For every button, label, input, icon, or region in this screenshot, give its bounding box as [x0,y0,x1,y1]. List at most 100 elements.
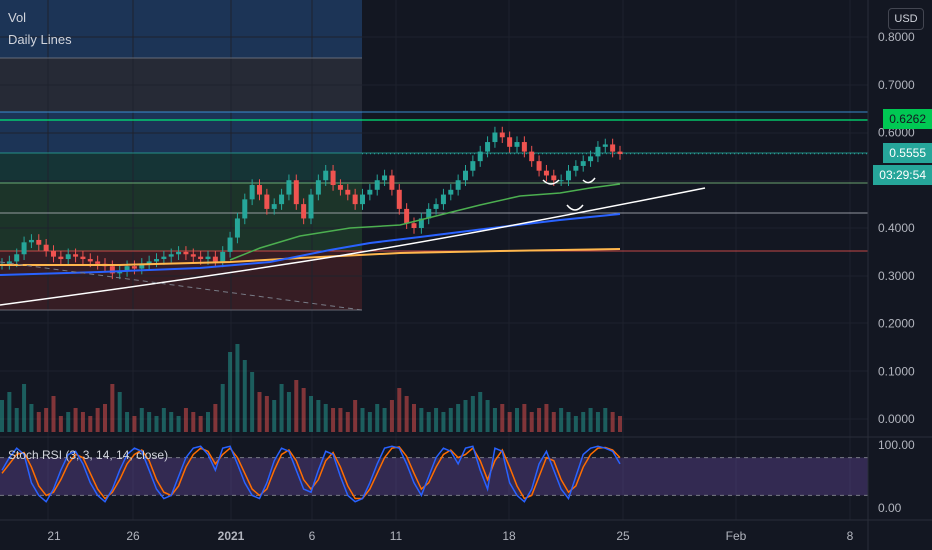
candle-body [65,254,71,260]
candle-body [212,256,218,262]
volume-bar [44,408,49,432]
volume-bar [235,344,240,432]
volume-bar [309,396,313,432]
pattern-mark [566,204,584,211]
candle-body [87,259,93,262]
volume-bar [58,416,63,432]
candle-body [485,142,491,152]
fib-zone [0,153,362,183]
time-tick-label: 21 [47,529,61,543]
candle-body [168,254,174,257]
candle-body [109,266,115,274]
volume-bar [412,404,416,432]
candle-body [477,151,483,162]
volume-bar [338,408,343,432]
candle-body [337,185,343,190]
time-tick-label: 8 [847,529,854,543]
pattern-mark [542,179,560,185]
candle-body [286,180,292,195]
candle-body [308,194,314,219]
dashed-trend-line [0,261,363,311]
volume-bar [375,404,380,432]
volume-bar [250,372,255,432]
candle-body [426,208,432,219]
orange-ma-line [0,248,621,266]
volume-bar [264,396,269,432]
candle-body [315,180,321,195]
vol-legend[interactable]: Vol [8,10,27,25]
candle-body [301,204,307,219]
candle-body [588,156,594,162]
time-axis[interactable]: 21 26 2021 6 11 18 25 Feb 8 [0,519,932,543]
time-tick-label: 18 [502,529,516,543]
candle-body [227,237,233,252]
stoch-rsi-legend[interactable]: Stoch RSI (3, 3, 14, 14, close) [8,448,169,462]
candle-body [154,259,159,262]
volume-bar [154,416,159,432]
volume-bar [316,400,321,432]
time-tick-label: 25 [616,529,630,543]
stoch-tick-label: 0.00 [878,501,902,515]
candle-body [558,180,564,182]
volume-bar [544,404,549,432]
candle-body [51,250,56,257]
candle-body [264,194,270,209]
volume-bar [456,404,461,432]
candle-body [566,170,571,181]
candle-body [507,137,513,147]
candle-body [396,189,402,209]
moving-averages [0,177,706,311]
candle-body [610,144,616,152]
volume-bar [588,408,593,432]
candle-body [95,261,101,264]
volume-bar [169,412,174,432]
candle-body [176,251,182,255]
volume-bar [147,412,152,432]
volume-bar [382,408,387,432]
volume-bar [397,388,402,432]
candle-body [440,194,446,205]
candle-body [470,161,476,171]
volume-bar [610,412,615,432]
volume-bar [434,408,439,432]
candle-body [455,180,461,190]
volume-bar [132,416,137,432]
currency-button[interactable]: USD [888,8,924,30]
volume-bar [80,412,85,432]
candle-body [36,239,42,245]
price-tick-label: 0.2000 [878,317,915,331]
candle-body [205,256,211,260]
candle-body [323,170,329,181]
volume-bar [426,412,431,432]
volume-bar [183,408,188,432]
candle-body [220,251,226,262]
time-tick-label: 11 [390,529,403,543]
volume-bar [125,412,130,432]
volume-bar [448,408,453,432]
candle-body [499,132,505,138]
volume-bar [522,404,527,432]
volume-bar [389,400,394,432]
volume-bar [492,408,497,432]
volume-bar [419,408,424,432]
volume-bar [0,400,4,432]
volume-bar [73,408,78,432]
candle-body [551,175,557,181]
candle-body [345,189,351,195]
candle-body [595,146,601,157]
daily-lines-legend[interactable]: Daily Lines [8,32,72,47]
candle-body [271,204,277,209]
candle-body [257,185,262,195]
volume-bar [220,384,225,432]
volume-bar [529,412,534,432]
fib-zone [0,213,362,251]
price-axis[interactable]: 0.8000 0.7000 0.6000 0.4000 0.3000 0.2000 0.10… [867,0,915,550]
volume-bar [500,404,505,432]
candle-body [279,194,285,205]
volume-bar [279,384,284,432]
volume-bar [294,380,299,432]
candle-body [21,242,27,255]
volume-bar [301,388,306,432]
trend-line [0,187,706,306]
